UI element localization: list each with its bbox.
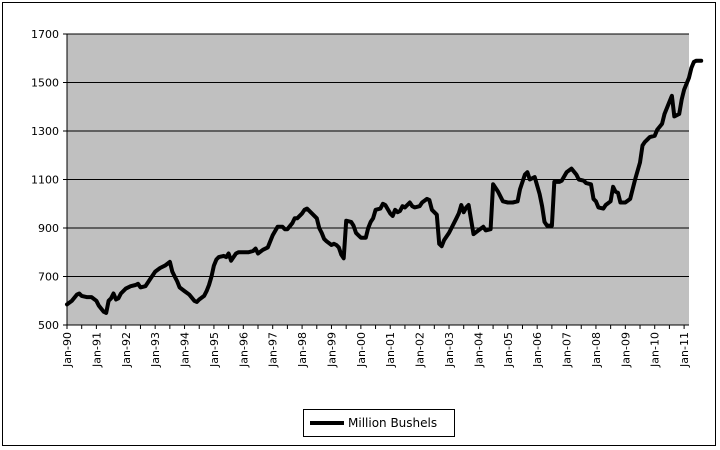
y-tick-label: 1700: [31, 28, 59, 41]
y-tick-label: 1300: [31, 125, 59, 138]
x-tick-label: Jan-99: [325, 332, 338, 368]
x-tick-label: Jan-97: [267, 332, 280, 368]
x-tick-label: Jan-09: [619, 332, 632, 368]
x-tick-label: Jan-98: [296, 332, 309, 368]
x-tick-label: Jan-96: [237, 332, 250, 368]
x-tick-label: Jan-10: [649, 332, 662, 368]
y-tick-label: 1500: [31, 77, 59, 90]
series-line-million-bushels: [65, 58, 704, 315]
x-tick-label: Jan-02: [414, 332, 427, 368]
y-tick-label: 900: [38, 222, 59, 235]
x-tick-label: Jan-03: [443, 332, 456, 368]
x-tick-label: Jan-93: [149, 332, 162, 368]
x-tick-label: Jan-11: [678, 332, 691, 368]
x-tick-label: Jan-06: [531, 332, 544, 368]
x-tick-label: Jan-94: [179, 332, 192, 368]
y-tick-label: 1100: [31, 174, 59, 187]
x-tick-label: Jan-05: [502, 332, 515, 368]
y-tick-label: 700: [38, 271, 59, 284]
x-tick-label: Jan-90: [61, 332, 74, 368]
x-tick-label: Jan-08: [590, 332, 603, 368]
x-tick-label: Jan-04: [472, 332, 485, 368]
x-tick-label: Jan-01: [384, 332, 397, 368]
legend: Million Bushels: [303, 409, 455, 437]
x-tick-label: Jan-92: [120, 332, 133, 368]
legend-swatch: [310, 421, 344, 425]
y-tick-label: 500: [38, 319, 59, 332]
x-tick-label: Jan-91: [90, 332, 103, 368]
x-tick-label: Jan-95: [208, 332, 221, 368]
legend-label: Million Bushels: [348, 416, 438, 430]
x-tick-label: Jan-00: [355, 332, 368, 368]
x-tick-label: Jan-07: [561, 332, 574, 368]
